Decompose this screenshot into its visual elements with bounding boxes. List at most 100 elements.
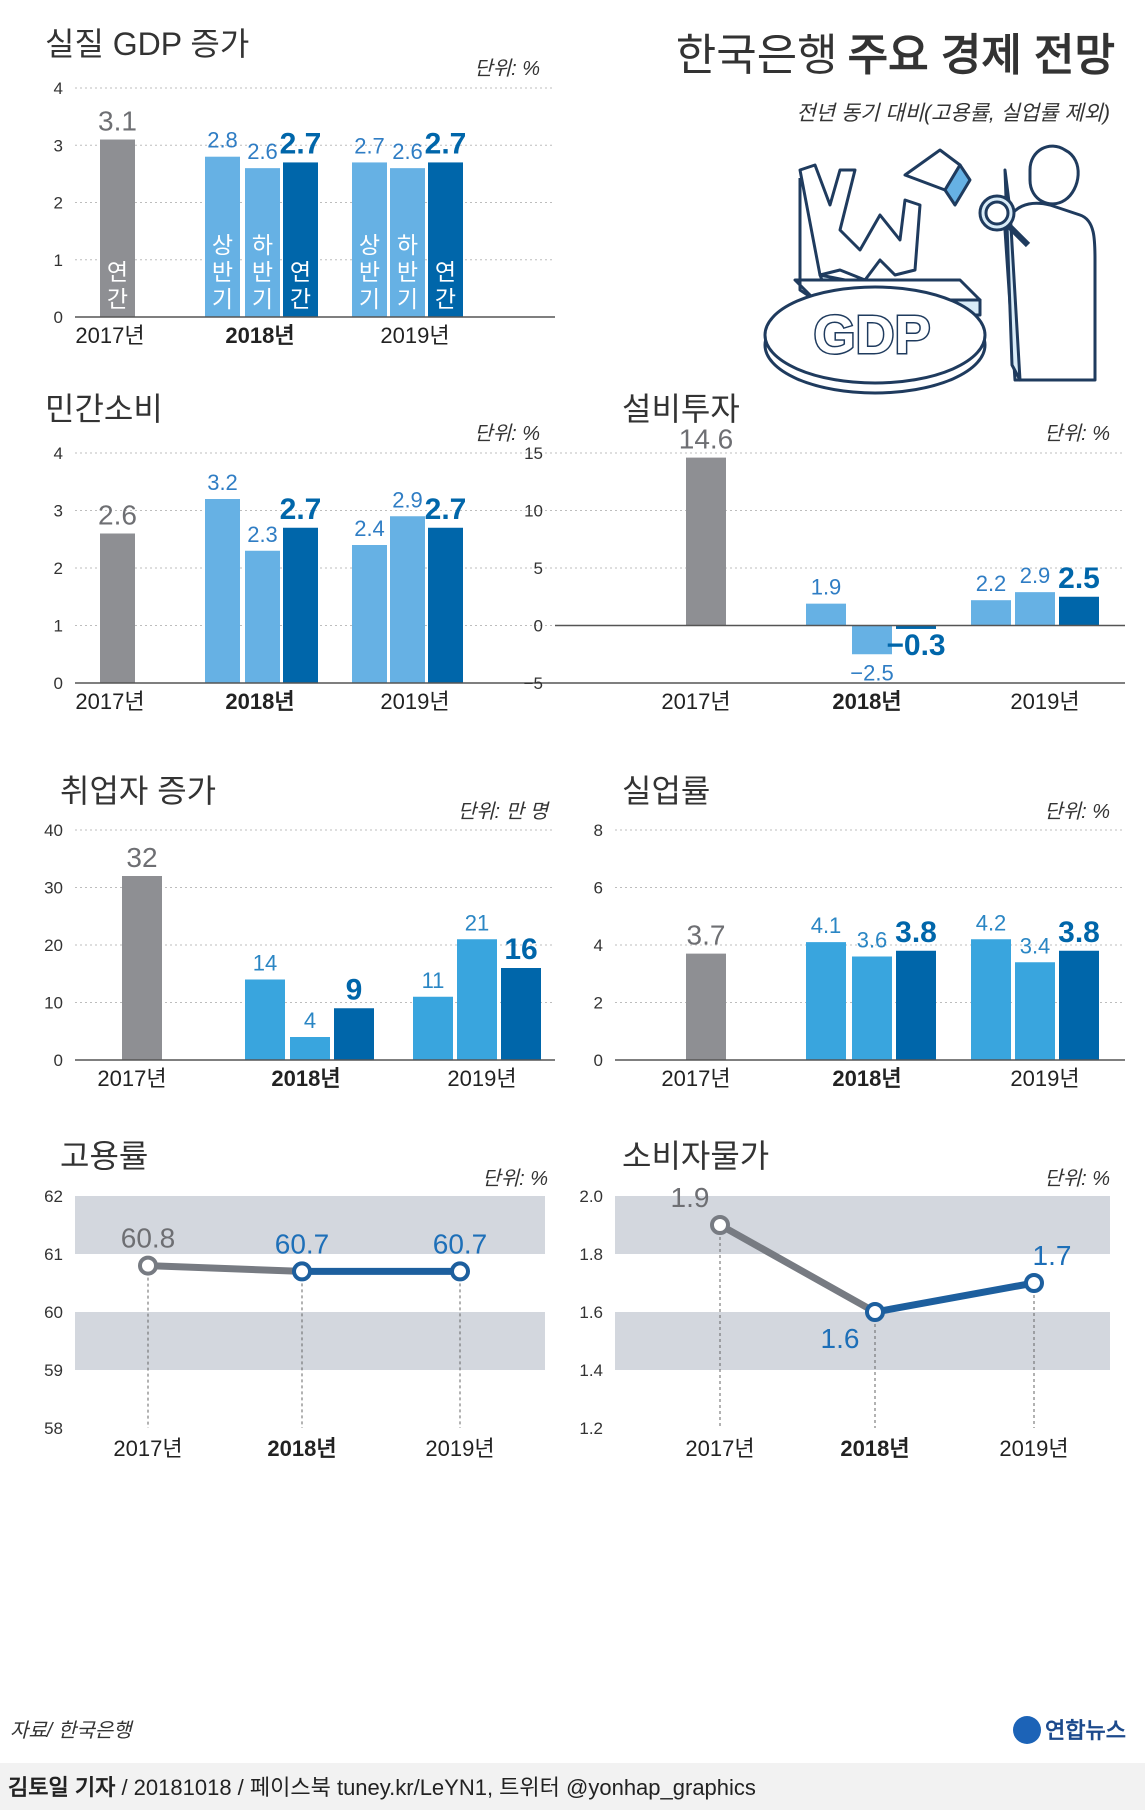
title-bold: 주요 경제 전망 [848,31,1115,80]
chart-title: 취업자 증가 [60,773,216,809]
data-label: 21 [465,910,489,935]
x-tick-label: 2017년 [113,1436,182,1461]
bar-inner-label: 반 [212,259,233,285]
bar-inner-label: 기 [397,286,418,312]
x-tick-label: 2019년 [1010,1066,1079,1091]
data-label: 60.8 [121,1223,176,1254]
source-note: 자료/ 한국은행 [10,1720,134,1742]
x-tick-label: 2019년 [1010,689,1079,714]
infographic-subtitle: 전년 동기 대비(고용률, 실업률 제외) [796,102,1110,125]
unit-label: 단위: % [482,1168,548,1190]
bar [283,162,318,317]
data-label: 3.2 [207,470,238,495]
grid-band [75,1312,545,1370]
bar-inner-label: 간 [435,286,456,312]
data-label: 2.7 [280,127,322,160]
bar [686,953,726,1060]
data-label: 1.7 [1033,1240,1072,1271]
y-tick-label: 2 [54,194,63,213]
data-label: 3.8 [895,916,937,949]
bar [896,950,936,1060]
bar [806,603,846,626]
data-label: 2.5 [1058,562,1100,595]
bar-inner-label: 하 [252,232,273,258]
y-tick-label: 5 [534,559,543,578]
data-label: 11 [422,968,445,993]
data-label: 9 [346,973,363,1006]
y-tick-label: 62 [44,1187,63,1206]
bar-inner-label: 반 [252,259,273,285]
bar-inner-label: 연 [107,259,128,285]
data-label: 2.9 [1020,563,1051,588]
data-label: 60.7 [275,1228,330,1259]
bar [428,527,463,683]
x-tick-label: 2018년 [225,689,294,714]
data-label: 2.4 [354,516,385,541]
unit-label: 단위: % [474,58,540,80]
bar-inner-label: 반 [397,259,418,285]
bar [852,625,892,655]
unit-label: 단위: % [1044,1168,1110,1190]
bar-inner-label: 간 [290,286,311,312]
data-label: 2.6 [98,500,137,531]
data-label: 32 [126,842,157,873]
gdp-illustration [763,144,1097,395]
y-tick-label: 0 [594,1051,603,1070]
series-line-segment [144,1262,306,1275]
data-label: 2.8 [207,128,238,153]
data-label: 3.6 [857,928,888,953]
grid-band [615,1196,1110,1254]
x-tick-label: 2018년 [832,689,901,714]
infographic-title: 한국은행 주요 경제 전망 [676,31,1115,80]
bar [686,457,726,626]
y-tick-label: 40 [44,821,63,840]
unit-label: 단위: % [1044,801,1110,823]
bar [390,516,425,683]
y-tick-label: 2.0 [579,1187,603,1206]
y-tick-label: 0 [534,617,543,636]
chart-title: 고용률 [60,1138,148,1174]
bar [245,168,280,317]
bar-inner-label: 기 [212,286,233,312]
credit-text: / 20181018 / 페이스북 tuney.kr/LeYN1, 트위터 @y… [115,1775,756,1800]
x-tick-label: 2019년 [447,1066,516,1091]
y-tick-label: 0 [54,308,63,327]
data-label: 1.9 [671,1182,710,1213]
y-tick-label: 4 [594,936,603,955]
y-tick-label: 61 [44,1245,63,1264]
series-line-segment [871,1279,1038,1316]
data-label: 16 [504,933,537,966]
unit-label: 단위: % [1044,423,1110,445]
bar-inner-label: 연 [435,259,456,285]
data-label: 1.6 [821,1323,860,1354]
y-tick-label: −5 [524,674,543,693]
y-tick-label: 0 [54,1051,63,1070]
bar [1015,592,1055,626]
y-tick-label: 1.8 [579,1245,603,1264]
unit-label: 단위: % [474,423,540,445]
yonhap-logo-text: 연합뉴스 [1045,1718,1126,1743]
x-tick-label: 2018년 [271,1066,340,1091]
y-tick-label: 1.2 [579,1419,603,1438]
series-line-segment [716,1221,879,1316]
x-tick-label: 2017년 [75,323,144,348]
data-label: 4.2 [976,910,1007,935]
x-tick-label: 2017년 [685,1436,754,1461]
data-label: 2.7 [425,493,467,526]
data-label: −2.5 [850,660,893,685]
bar [100,533,135,683]
bar [100,139,135,317]
reporter-name: 김토일 기자 [8,1775,116,1800]
y-tick-label: 4 [54,79,63,98]
data-label: 3.4 [1020,933,1051,958]
data-label: 1.9 [811,575,842,600]
x-tick-label: 2018년 [840,1436,909,1461]
bar-inner-label: 기 [252,286,273,312]
x-tick-label: 2017년 [97,1066,166,1091]
data-label: 2.6 [247,139,278,164]
data-label: 2.6 [392,139,423,164]
